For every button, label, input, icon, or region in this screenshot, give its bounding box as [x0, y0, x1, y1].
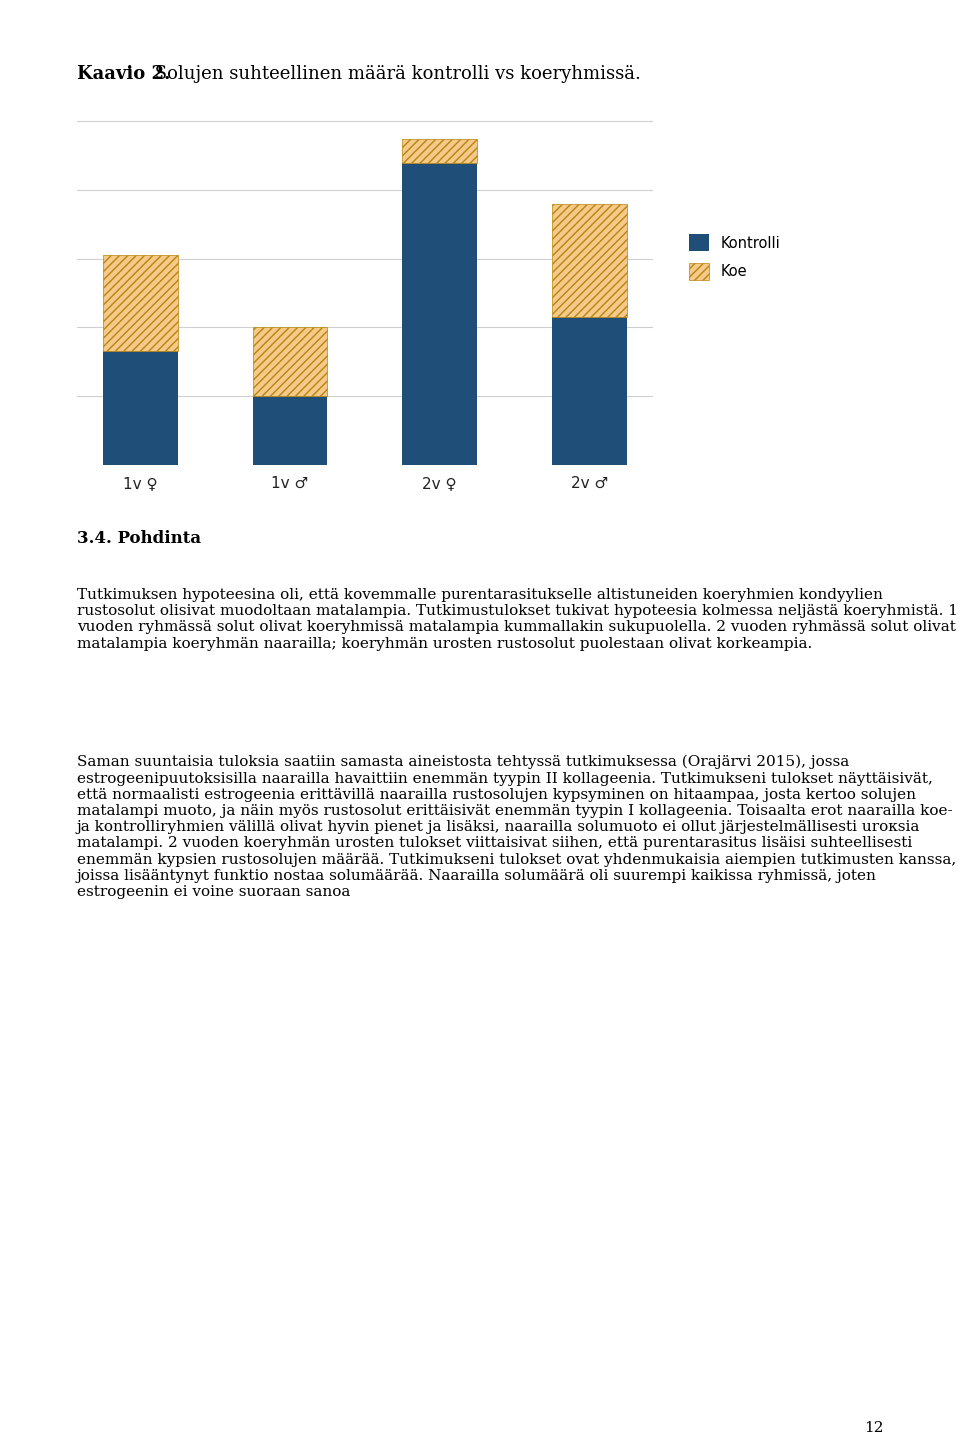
Bar [103, 351, 178, 465]
Bar [402, 138, 477, 163]
Text: Kaavio 2.: Kaavio 2. [77, 65, 170, 83]
Text: Solujen suhteellinen määrä kontrolli vs koeryhmissä.: Solujen suhteellinen määrä kontrolli vs … [149, 65, 640, 83]
Text: 3.4. Pohdinta: 3.4. Pohdinta [77, 530, 201, 547]
Bar [552, 317, 627, 465]
Bar [552, 203, 627, 317]
Bar [402, 163, 477, 465]
Bar [103, 256, 178, 351]
Text: 12: 12 [864, 1420, 883, 1435]
Text: Tutkimuksen hypoteesina oli, että kovemmalle purentarasitukselle altistuneiden k: Tutkimuksen hypoteesina oli, että kovemm… [77, 588, 958, 650]
Text: Saman suuntaisia tuloksia saatiin samasta aineistosta tehtyssä tutkimuksessa (Or: Saman suuntaisia tuloksia saatiin samast… [77, 755, 956, 899]
Legend: Kontrolli, Koe: Kontrolli, Koe [689, 234, 780, 280]
Bar [252, 327, 327, 396]
Bar [252, 396, 327, 465]
